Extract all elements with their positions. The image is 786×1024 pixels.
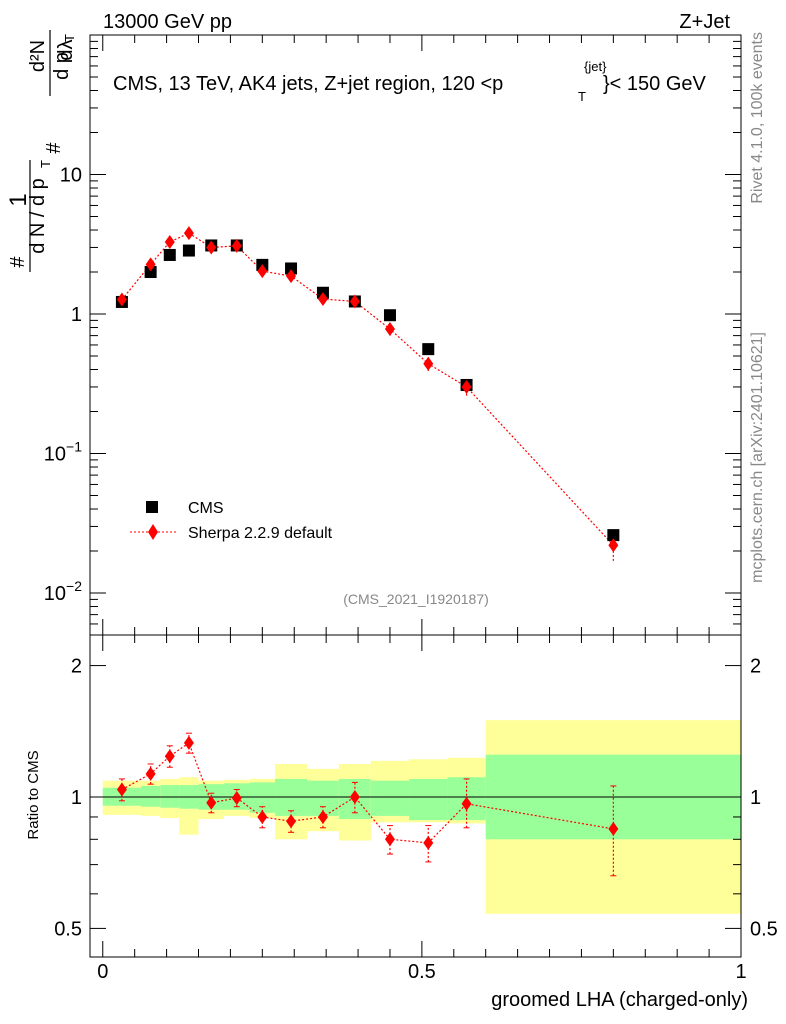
ratio-plot-frame: [89, 634, 742, 958]
ratio-plot-panel: 2 21 10.5 0.50 0.5 1 Ratio to CMS groomed LHA…: [25, 634, 778, 1011]
y-label-d2n: d²N: [27, 40, 49, 72]
y-label-hash-2: #: [43, 142, 65, 154]
ratio-y-tick-label: 2: [71, 656, 82, 678]
chart-title-sub: T: [578, 89, 586, 104]
analysis-watermark: (CMS_2021_I1920187): [343, 591, 489, 607]
x-tick-label: 1: [735, 961, 746, 983]
main-y-tick-label: 10: [60, 165, 82, 187]
legend-cms-label: CMS: [188, 500, 224, 517]
sherpa-point: [349, 294, 360, 309]
legend: CMS Sherpa 2.2.9 default: [130, 500, 333, 542]
main-y-tick-label: 10−2: [44, 578, 82, 605]
ratio-sherpa-point: [423, 835, 434, 850]
mcplots-label: mcplots.cern.ch [arXiv:2401.10621]: [749, 332, 766, 583]
ratio-sherpa-point: [145, 766, 156, 781]
rivet-version-label: Rivet 4.1.0, 100k events: [749, 32, 766, 204]
x-tick-label: 0: [97, 961, 108, 983]
ratio-sherpa-point: [317, 809, 328, 824]
sherpa-line: [121, 232, 614, 546]
sherpa-point: [231, 238, 242, 253]
y-label-t-sub: T: [38, 160, 53, 168]
cms-point: [607, 529, 620, 542]
x-tick-label: 0.5: [408, 961, 436, 983]
ratio-y-tick-label-right: 2: [750, 656, 761, 678]
legend-cms-marker: [146, 501, 158, 513]
sherpa-point: [384, 322, 395, 337]
y-label-dn-dpt: d N / d p: [27, 178, 49, 254]
ratio-y-tick-label-right: 1: [750, 787, 761, 809]
y-label-dp: d p: [51, 52, 73, 80]
main-plot-frame: [89, 34, 742, 636]
ratio-sherpa-point: [257, 809, 268, 824]
main-y-tick-label: 1: [71, 304, 82, 326]
ratio-y-axis-label: Ratio to CMS: [25, 750, 42, 839]
legend-sherpa-marker: [148, 524, 158, 540]
ratio-sherpa-point: [349, 789, 360, 804]
ratio-sherpa-point: [608, 821, 619, 836]
sherpa-point: [461, 379, 472, 394]
y-label-dlambda: dλ: [55, 39, 77, 60]
ratio-y-tick-label: 1: [71, 787, 82, 809]
cms-point: [383, 309, 396, 322]
ratio-sherpa-line: [121, 741, 614, 844]
ratio-sherpa-point: [286, 814, 297, 829]
ratio-sherpa-point: [461, 796, 472, 811]
sherpa-point: [206, 240, 217, 255]
header-left: 13000 GeV pp: [103, 11, 232, 33]
sherpa-point: [116, 292, 127, 307]
cms-point: [163, 248, 176, 261]
chart-title-tail: }< 150 GeV: [603, 73, 707, 95]
sherpa-point: [183, 226, 194, 241]
ratio-sherpa-point: [231, 790, 242, 805]
sherpa-point: [257, 264, 268, 279]
y-label-one: 1: [5, 193, 32, 206]
main-y-axis-label: # 1 d N / d p T # d²N d p T dλ: [5, 30, 77, 272]
legend-sherpa-label: Sherpa 2.2.9 default: [188, 525, 333, 542]
sherpa-point: [317, 292, 328, 307]
ratio-sherpa-point: [116, 782, 127, 797]
ratio-sherpa-point: [164, 749, 175, 764]
ratio-band-inner: [409, 778, 448, 821]
sherpa-point: [286, 269, 297, 284]
ratio-band-inner: [141, 785, 161, 807]
ratio-sherpa-point: [183, 735, 194, 750]
y-label-hash: #: [7, 256, 29, 268]
ratio-band-inner: [249, 782, 276, 813]
ratio-y-tick-label: 0.5: [54, 918, 82, 940]
chart-title-sup: {jet}: [584, 59, 607, 74]
header-right: Z+Jet: [679, 11, 730, 33]
main-plot-panel: 10 1 10−1 10−2 CMS, 13 TeV, AK4 jets, Z+jet…: [44, 34, 742, 636]
ratio-sherpa-point: [384, 832, 395, 847]
x-axis-label: groomed LHA (charged-only): [491, 989, 748, 1011]
chart-title: CMS, 13 TeV, AK4 jets, Z+jet region, 120…: [113, 59, 707, 104]
ratio-sherpa-point: [206, 795, 217, 810]
main-y-tick-label: 10−1: [44, 439, 82, 466]
chart-title-main: CMS, 13 TeV, AK4 jets, Z+jet region, 120…: [113, 73, 503, 95]
sherpa-point: [145, 257, 156, 272]
y-label-t-sub-2: T: [62, 34, 77, 42]
cms-point: [182, 244, 195, 257]
sherpa-point: [423, 356, 434, 371]
sherpa-point: [608, 538, 619, 553]
sherpa-point: [164, 235, 175, 250]
ratio-band-inner: [370, 780, 410, 816]
cms-point: [144, 266, 157, 279]
ratio-y-tick-label-right: 0.5: [750, 918, 778, 940]
ratio-band-inner: [160, 785, 180, 808]
cms-point: [285, 262, 298, 275]
cms-point: [422, 343, 435, 356]
